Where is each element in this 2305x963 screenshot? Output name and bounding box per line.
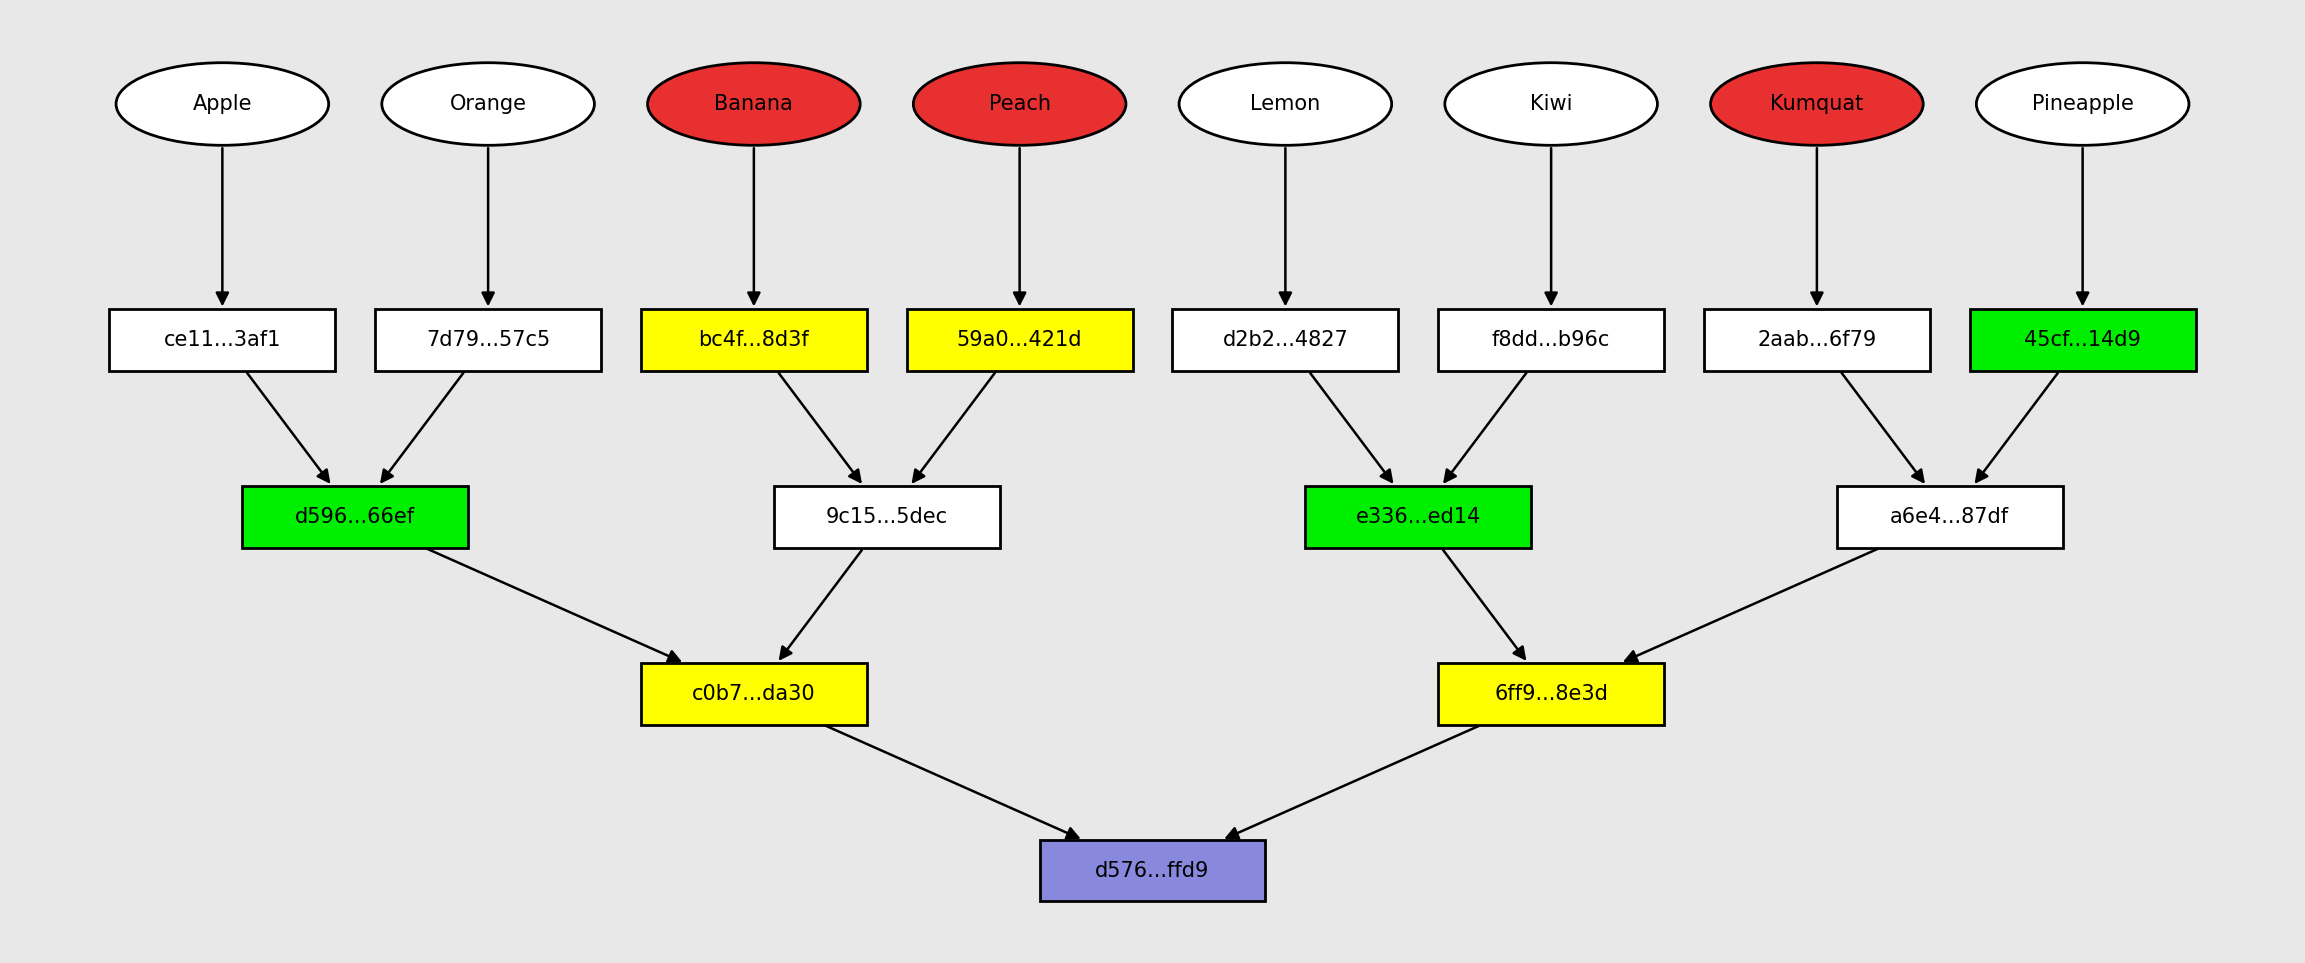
Ellipse shape bbox=[1445, 63, 1657, 145]
FancyBboxPatch shape bbox=[108, 309, 334, 371]
Text: 2aab...6f79: 2aab...6f79 bbox=[1756, 330, 1876, 350]
Ellipse shape bbox=[913, 63, 1125, 145]
Text: Peach: Peach bbox=[989, 94, 1051, 114]
FancyBboxPatch shape bbox=[1837, 486, 2063, 548]
Text: Banana: Banana bbox=[715, 94, 793, 114]
Text: e336...ed14: e336...ed14 bbox=[1355, 507, 1480, 527]
Text: f8dd...b96c: f8dd...b96c bbox=[1491, 330, 1611, 350]
Ellipse shape bbox=[115, 63, 330, 145]
FancyBboxPatch shape bbox=[1971, 309, 2197, 371]
Text: 9c15...5dec: 9c15...5dec bbox=[825, 507, 947, 527]
FancyBboxPatch shape bbox=[1305, 486, 1531, 548]
FancyBboxPatch shape bbox=[242, 486, 468, 548]
Text: Kumquat: Kumquat bbox=[1770, 94, 1862, 114]
FancyBboxPatch shape bbox=[641, 309, 867, 371]
Text: Lemon: Lemon bbox=[1249, 94, 1321, 114]
FancyBboxPatch shape bbox=[1438, 664, 1664, 724]
Text: Kiwi: Kiwi bbox=[1531, 94, 1572, 114]
FancyBboxPatch shape bbox=[376, 309, 602, 371]
FancyBboxPatch shape bbox=[1438, 309, 1664, 371]
Text: 6ff9...8e3d: 6ff9...8e3d bbox=[1494, 684, 1609, 704]
FancyBboxPatch shape bbox=[1173, 309, 1399, 371]
Text: 59a0...421d: 59a0...421d bbox=[957, 330, 1083, 350]
Ellipse shape bbox=[1975, 63, 2190, 145]
Text: Pineapple: Pineapple bbox=[2031, 94, 2134, 114]
Text: d576...ffd9: d576...ffd9 bbox=[1095, 861, 1210, 881]
Text: d596...66ef: d596...66ef bbox=[295, 507, 415, 527]
Text: d2b2...4827: d2b2...4827 bbox=[1222, 330, 1348, 350]
FancyBboxPatch shape bbox=[906, 309, 1132, 371]
Ellipse shape bbox=[383, 63, 595, 145]
FancyBboxPatch shape bbox=[774, 486, 1000, 548]
FancyBboxPatch shape bbox=[1703, 309, 1929, 371]
Text: bc4f...8d3f: bc4f...8d3f bbox=[698, 330, 809, 350]
Text: Apple: Apple bbox=[194, 94, 251, 114]
Text: c0b7...da30: c0b7...da30 bbox=[692, 684, 816, 704]
FancyBboxPatch shape bbox=[641, 664, 867, 724]
Ellipse shape bbox=[648, 63, 860, 145]
Text: 7d79...57c5: 7d79...57c5 bbox=[426, 330, 551, 350]
Ellipse shape bbox=[1710, 63, 1922, 145]
FancyBboxPatch shape bbox=[1040, 840, 1265, 901]
Text: 45cf...14d9: 45cf...14d9 bbox=[2024, 330, 2141, 350]
Text: ce11...3af1: ce11...3af1 bbox=[164, 330, 281, 350]
Text: a6e4...87df: a6e4...87df bbox=[1890, 507, 2010, 527]
Ellipse shape bbox=[1180, 63, 1392, 145]
Text: Orange: Orange bbox=[449, 94, 526, 114]
